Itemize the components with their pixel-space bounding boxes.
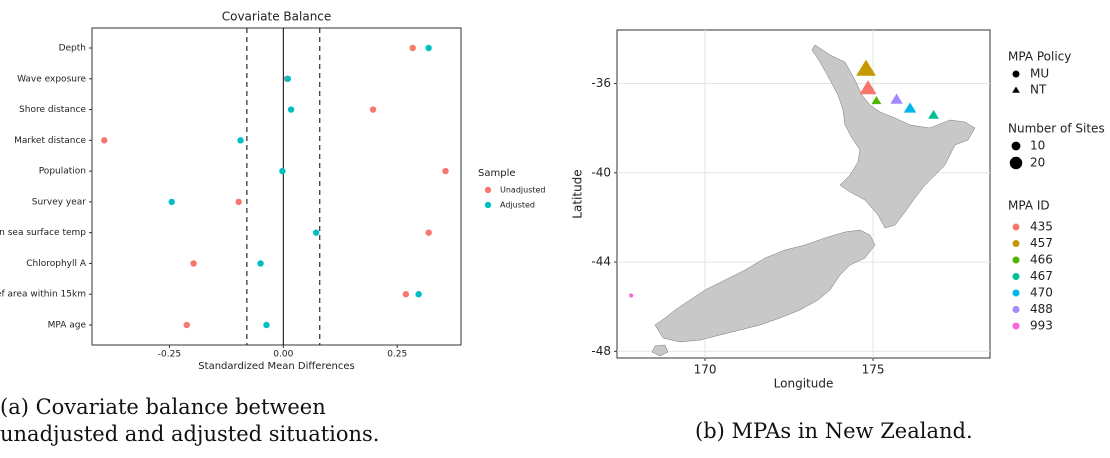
map-point — [903, 102, 917, 113]
legend-label: MU — [1030, 67, 1049, 81]
dot — [425, 229, 432, 236]
dot — [369, 106, 377, 113]
dot — [263, 321, 270, 329]
dot — [237, 137, 244, 144]
legend-label: 993 — [1030, 319, 1053, 333]
y-tick-label: Shore distance — [19, 105, 86, 115]
map-point — [859, 80, 877, 95]
legend-title: MPA ID — [1008, 199, 1050, 213]
legend-label: NT — [1030, 83, 1047, 97]
dot — [415, 291, 422, 298]
legend-swatch — [1012, 70, 1020, 78]
legend-label: 10 — [1030, 139, 1045, 153]
y-tick-label: Market distance — [14, 136, 86, 146]
dot — [287, 106, 295, 113]
x-tick-label: -0.25 — [158, 350, 181, 360]
y-tick-label: Population — [39, 167, 86, 177]
legend-label: 470 — [1030, 286, 1053, 300]
legend-swatch — [1012, 223, 1020, 231]
chart-title: Covariate Balance — [222, 10, 332, 24]
map-point — [890, 93, 903, 104]
legend-swatch — [1011, 141, 1021, 151]
legend-label: 488 — [1030, 302, 1053, 316]
legend-swatch — [1012, 240, 1020, 247]
legend-swatch — [1012, 273, 1020, 280]
y-tick-label: Reef area within 15km — [0, 290, 86, 300]
dot — [257, 260, 264, 267]
caption: (a) Covariate balance between unadjusted… — [0, 395, 380, 446]
dot — [425, 44, 432, 52]
y-tick-label: Wave exposure — [17, 74, 86, 84]
y-tick-label: -36 — [591, 76, 611, 90]
legend-label: 457 — [1030, 236, 1053, 250]
y-tick-label: -44 — [591, 255, 611, 269]
y-tick-label: MPA age — [48, 320, 87, 330]
map-point — [629, 293, 634, 298]
x-axis-label: Longitude — [774, 377, 834, 391]
map-land — [651, 44, 976, 357]
dot — [402, 291, 410, 298]
x-axis-label: Standardized Mean Differences — [198, 361, 354, 372]
y-tick-label: Depth — [59, 44, 86, 54]
legend-title: MPA Policy — [1008, 50, 1071, 64]
legend-label: 467 — [1030, 269, 1053, 283]
legend-swatch — [1012, 256, 1020, 264]
y-axis-label: Latitude — [571, 169, 585, 218]
dot — [284, 75, 292, 82]
dot — [279, 167, 286, 175]
legend-label: 466 — [1030, 253, 1053, 267]
y-tick-label: -40 — [591, 165, 611, 179]
dot — [442, 167, 449, 175]
x-tick-label: 170 — [694, 363, 717, 377]
legend-label: Adjusted — [500, 201, 535, 210]
legend-swatch — [1012, 86, 1020, 93]
legend-label: Unadjusted — [500, 186, 546, 195]
dot — [409, 44, 416, 52]
legend-swatch — [1012, 289, 1020, 297]
dot — [312, 229, 320, 236]
panel — [91, 27, 462, 346]
legend-label: 20 — [1030, 156, 1045, 170]
map-point — [856, 59, 876, 76]
dot — [168, 198, 175, 206]
chart: Covariate Balance -0.25 0.00 0.25 Standardiz… — [0, 10, 1105, 391]
x-tick-label: 0.00 — [273, 350, 293, 360]
y-tick-label: -48 — [591, 344, 611, 358]
legend-title: Number of Sites — [1008, 122, 1105, 136]
dot — [235, 198, 242, 206]
legend-swatch — [484, 201, 492, 209]
panel — [616, 29, 991, 359]
legend-swatch — [484, 186, 492, 194]
legend-swatch — [1012, 306, 1020, 313]
legend-swatch — [1009, 156, 1023, 170]
map-point — [871, 96, 882, 105]
legend-title: Sample — [478, 168, 516, 179]
y-tick-label: Chlorophyll A — [26, 259, 87, 269]
x-tick-label: 0.25 — [387, 350, 407, 360]
caption: (b) MPAs in New Zealand. — [695, 419, 973, 443]
y-tick-label: Survey year — [32, 197, 87, 207]
legend-label: 435 — [1030, 220, 1053, 234]
dot — [190, 260, 197, 267]
dot — [183, 321, 190, 329]
y-tick-label: Min sea surface temp — [0, 228, 86, 238]
map-point — [928, 109, 939, 119]
x-tick-label: 175 — [862, 363, 885, 377]
legend-swatch — [1012, 322, 1020, 330]
dot — [101, 137, 108, 144]
